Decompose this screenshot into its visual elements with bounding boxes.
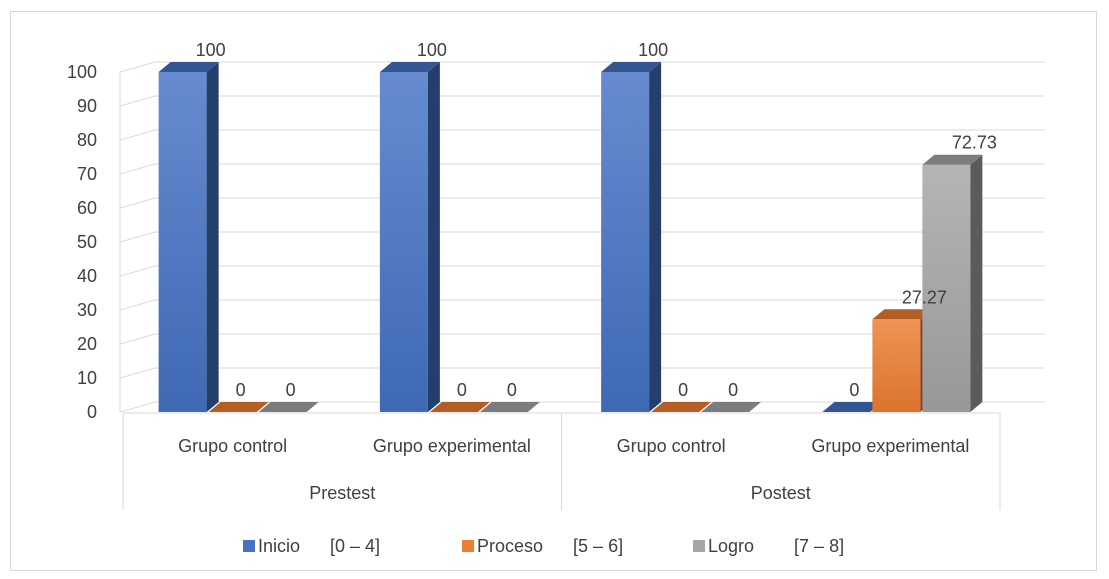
legend-swatch (462, 540, 474, 552)
bars (158, 62, 983, 412)
y-tick-label: 30 (77, 300, 97, 320)
bar-top (379, 62, 440, 72)
bar-top (922, 154, 983, 165)
data-label: 0 (678, 380, 688, 400)
y-tick-label: 70 (77, 164, 97, 184)
gridline (119, 61, 1045, 73)
group-label: Postest (751, 483, 811, 503)
bar-side (427, 62, 440, 412)
gridline (119, 299, 1045, 311)
bar-top (479, 402, 540, 412)
x-tick-label: Grupo experimental (373, 436, 531, 456)
bar-front (872, 319, 921, 412)
y-tick-label: 20 (77, 334, 97, 354)
data-label: 100 (638, 40, 668, 60)
gridline (119, 95, 1045, 107)
gridline (119, 197, 1045, 209)
data-label: 100 (196, 40, 226, 60)
x-tick-label: Grupo experimental (811, 436, 969, 456)
gridline (119, 231, 1045, 243)
data-label: 0 (286, 380, 296, 400)
bar-top (429, 402, 490, 412)
bar-side (206, 62, 219, 412)
data-label: 100 (417, 40, 447, 60)
bar-top (601, 62, 662, 72)
bar-side (970, 154, 983, 412)
legend-item: Proceso [5 – 6] (462, 536, 623, 556)
y-tick-label: 80 (77, 130, 97, 150)
bar-1-2 (479, 402, 540, 412)
legend-swatch (693, 540, 705, 552)
bar-2-0 (601, 62, 662, 412)
y-tick-label: 0 (87, 402, 97, 422)
bar-front (379, 72, 428, 412)
bar-top (872, 309, 933, 320)
gridline (119, 333, 1045, 345)
x-tick-label: Grupo control (617, 436, 726, 456)
legend-swatch (243, 540, 255, 552)
gridline (119, 265, 1045, 277)
bar-0-0 (158, 62, 219, 412)
bar-1-1 (429, 402, 490, 412)
bar-3-0 (822, 402, 883, 412)
y-tick-label: 50 (77, 232, 97, 252)
legend-label: Proceso [5 – 6] (477, 536, 623, 556)
bar-2-1 (651, 402, 712, 412)
legend-item: Inicio [0 – 4] (243, 536, 380, 556)
bar-0-2 (258, 402, 319, 412)
bar-top (258, 402, 319, 412)
y-tick-label: 60 (77, 198, 97, 218)
data-label: 0 (507, 380, 517, 400)
bar-front (158, 72, 207, 412)
data-label: 0 (728, 380, 738, 400)
y-tick-label: 40 (77, 266, 97, 286)
y-axis-ticks: 0 10 20 30 40 50 60 70 80 90 100 (67, 62, 97, 422)
bar-top (651, 402, 712, 412)
group-label: Prestest (309, 483, 375, 503)
data-label: 0 (849, 380, 859, 400)
x-axis: Grupo control Grupo experimental Grupo con… (122, 412, 1001, 510)
data-labels: 100 0 0 100 0 0 100 0 0 0 27.27 72.73 (196, 40, 997, 400)
bar-side (649, 62, 662, 412)
data-label: 0 (457, 380, 467, 400)
bar-top (208, 402, 269, 412)
bar-top (158, 62, 219, 72)
data-label: 0 (236, 380, 246, 400)
bar-top (822, 402, 883, 412)
legend-item: Logro [7 – 8] (693, 536, 844, 556)
data-label: 27.27 (902, 287, 947, 307)
legend-label: Inicio [0 – 4] (258, 536, 380, 556)
y-tick-label: 10 (77, 368, 97, 388)
gridline (119, 163, 1045, 175)
bar-3-2 (922, 154, 983, 412)
bar-0-1 (208, 402, 269, 412)
bar-front (922, 164, 971, 412)
data-label: 72.73 (952, 133, 997, 153)
x-tick-label: Grupo control (178, 436, 287, 456)
gridline (119, 129, 1045, 141)
bar-1-0 (379, 62, 440, 412)
bar-2-2 (701, 402, 762, 412)
bar-top (701, 402, 762, 412)
bar-front (601, 72, 650, 412)
y-tick-label: 90 (77, 96, 97, 116)
y-tick-label: 100 (67, 62, 97, 82)
legend: Inicio [0 – 4] Proceso [5 – 6] Logro [7 – … (243, 536, 844, 556)
gridline (119, 367, 1045, 379)
legend-label: Logro [7 – 8] (708, 536, 844, 556)
